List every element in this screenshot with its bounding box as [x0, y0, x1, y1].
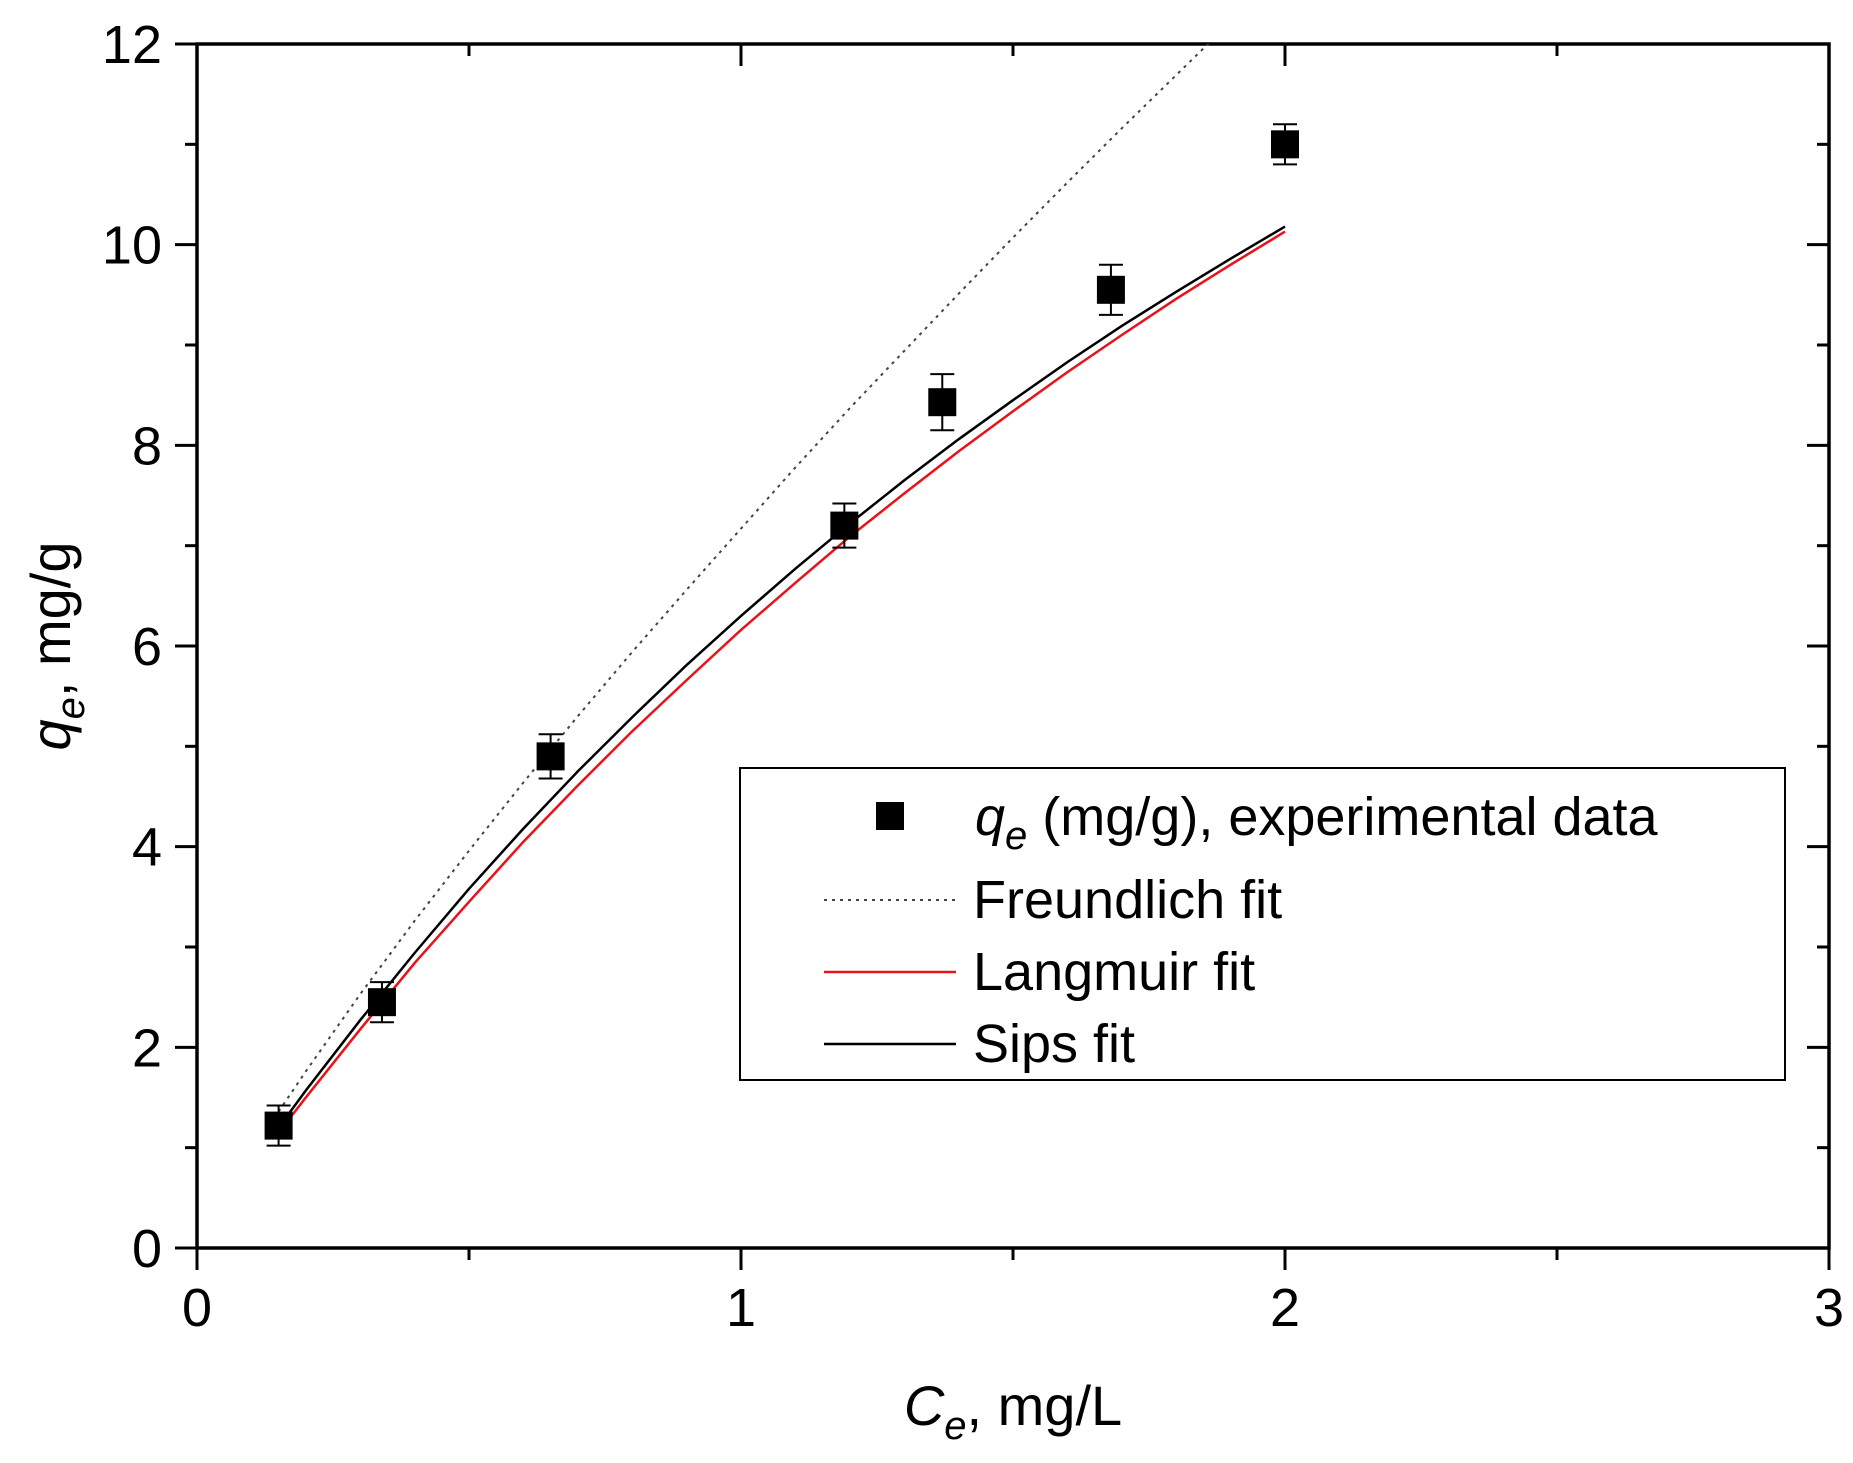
y-axis-title: qe, mg/g	[19, 541, 93, 750]
data-point	[928, 388, 957, 417]
data-point	[1096, 275, 1125, 304]
axis-ticks	[175, 42, 1831, 1270]
x-tick-label: 0	[182, 1278, 212, 1338]
legend-label-langmuir: Langmuir fit	[973, 942, 1255, 1002]
y-tick-label: 2	[132, 1018, 162, 1078]
x-axis-title: Ce, mg/L	[904, 1374, 1122, 1448]
series-line-langmuir-fit	[277, 230, 1286, 1134]
y-tick-label: 8	[132, 416, 162, 476]
y-tick-label: 10	[102, 216, 162, 276]
x-tick-label: 2	[1270, 1278, 1300, 1338]
series-line-sips-fit	[277, 225, 1286, 1129]
experimental-points	[264, 123, 1299, 1147]
x-tick-label: 3	[1814, 1278, 1844, 1338]
legend-box	[739, 767, 1786, 1081]
y-tick-label: 4	[132, 818, 162, 878]
y-tick-label: 12	[102, 15, 162, 75]
data-point	[367, 988, 396, 1017]
legend-label-experimental: qe (mg/g), experimental data	[975, 787, 1659, 858]
y-tick-label: 0	[132, 1219, 162, 1279]
legend: qe (mg/g), experimental data Freundlich …	[739, 767, 1786, 1081]
legend-label-sips: Sips fit	[973, 1014, 1135, 1074]
data-point	[830, 511, 859, 540]
data-point	[264, 1111, 293, 1140]
x-tick-label: 1	[726, 1278, 756, 1338]
data-point	[1271, 130, 1299, 159]
legend-marker-experimental	[876, 802, 904, 830]
data-point	[536, 742, 565, 771]
legend-label-freundlich: Freundlich fit	[973, 870, 1282, 930]
fit-curves	[277, 44, 1286, 1134]
series-line-freundlich-fit	[277, 44, 1210, 1113]
y-tick-label: 6	[132, 617, 162, 677]
